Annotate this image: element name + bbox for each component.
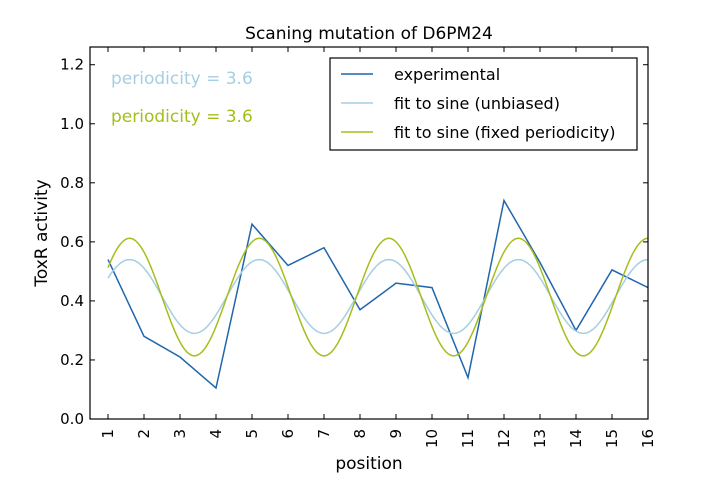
series-line-2 [107,258,648,335]
y-tick-label: 0.4 [60,292,84,310]
y-axis-label: ToxR activity [32,179,52,287]
periodicity-annotation: periodicity = 3.6 [111,69,253,89]
chart-title: Scaning mutation of D6PM24 [245,24,493,44]
x-tick-label: 9 [387,429,405,439]
y-tick-label: 1.2 [60,56,84,74]
y-tick-label: 0.0 [60,410,84,428]
legend-entry: fit to sine (unbiased) [394,94,560,113]
x-tick-label: 7 [315,429,333,439]
x-tick-label: 11 [459,429,477,448]
series-line-1 [107,198,648,390]
x-tick-label: 2 [135,429,153,439]
legend-entry: experimental [394,65,500,84]
x-tick-label: 16 [639,429,657,448]
periodicity-annotation: periodicity = 3.6 [111,107,253,127]
x-tick-label: 4 [207,429,225,439]
x-tick-label: 8 [351,429,369,439]
series-layer [107,198,648,390]
plot-frame [89,46,649,420]
series-line-3 [107,237,648,357]
x-tick-label: 13 [531,429,549,448]
x-tick-label: 5 [243,429,261,439]
x-axis: 1 2 3 4 5 6 7 8 9 10 11 12 13 14 15 16 [99,47,657,448]
x-tick-label: 15 [603,429,621,448]
x-axis-label: position [335,454,402,474]
legend-box [329,57,638,151]
y-tick-label: 0.8 [60,174,84,192]
legend: experimental fit to sine (unbiased) fit to… [329,57,638,151]
y-tick-label: 0.6 [60,233,84,251]
x-tick-label: 1 [99,429,117,439]
y-tick-label: 1.0 [60,115,84,133]
y-axis: 0.0 0.2 0.4 0.6 0.8 1.0 1.2 [60,56,648,428]
x-tick-label: 12 [495,429,513,448]
legend-entry: fit to sine (fixed periodicity) [394,123,615,142]
x-tick-label: 10 [423,429,441,448]
x-tick-label: 14 [567,429,585,448]
x-tick-label: 6 [279,429,297,439]
annotation-layer: periodicity = 3.6 periodicity = 3.6 [111,69,253,127]
x-tick-label: 3 [171,429,189,439]
y-tick-label: 0.2 [60,351,84,369]
